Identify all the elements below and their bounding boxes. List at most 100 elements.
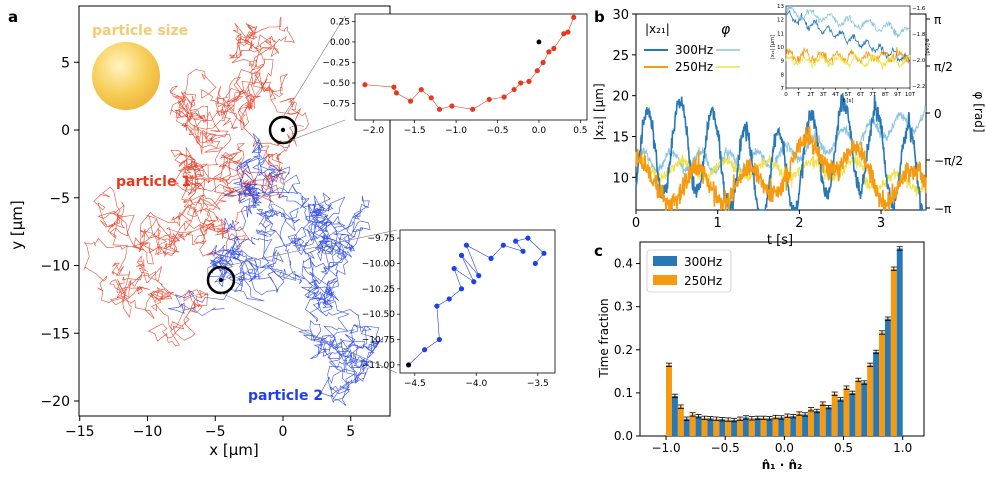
- bar-250hz: [867, 364, 874, 436]
- inset-xtick-label: 0.0: [532, 126, 547, 136]
- particle1-center-dot: [280, 127, 286, 133]
- bar-300hz: [719, 419, 726, 436]
- inset-ytick-label: −9.75: [367, 234, 395, 244]
- inset-trajectory-point: [391, 84, 397, 90]
- panel-c-xtick-label: −1.0: [651, 441, 680, 455]
- panel-b-inset-ytick-label: 12: [777, 18, 784, 24]
- panel-b-rtick-label: −π/2: [934, 154, 963, 168]
- panel-a-xtick-label: 5: [346, 424, 355, 440]
- trajectories: [83, 16, 384, 406]
- bar-300hz: [742, 417, 749, 436]
- panel-b-inset-ytick-label: 8: [781, 72, 785, 78]
- panel-b-ytick-label: 25: [612, 49, 629, 64]
- panel-b-inset-rtick-label: −1.8: [912, 32, 926, 38]
- panel-b-inset-xlabel: t [s]: [842, 98, 853, 104]
- panel-c-legend: 300Hz 250Hz: [646, 249, 732, 293]
- inset-trajectory-point: [526, 78, 532, 84]
- panel-b-inset-ylabel-left: |x₂₁| [μm]: [770, 35, 776, 59]
- panel-a-xtick-label: −5: [205, 424, 226, 440]
- panel-b-rtick-label: 0: [934, 107, 942, 121]
- inset-trajectory-point: [458, 252, 465, 258]
- inset-trajectory-point: [407, 98, 414, 104]
- panel-a-ytick-label: −5: [49, 191, 70, 207]
- panel-b-xtick-label: 0: [632, 216, 640, 231]
- bar-250hz: [831, 393, 838, 436]
- zoom-line-2b: [220, 292, 398, 374]
- bar-250hz: [666, 364, 672, 436]
- panel-b-inset-rtick-label: −1.6: [912, 6, 926, 12]
- inset-xtick-label: −0.5: [487, 126, 509, 136]
- panel-b-inset-ytick-label: 10: [777, 45, 784, 51]
- bar-300hz: [825, 407, 832, 436]
- inset-trajectory-point: [446, 296, 452, 302]
- panel-b-inset-xtick-label: 4T: [832, 92, 839, 98]
- inset-trajectory-point: [513, 238, 519, 244]
- legend-250-swatch: [653, 275, 677, 285]
- bar-250hz: [772, 417, 779, 436]
- panel-b-legend: |x₂₁| φ 300Hz 250Hz: [644, 22, 740, 74]
- inset-trajectory-point: [525, 235, 531, 241]
- particle2-label: particle 2: [248, 388, 323, 404]
- bar-300hz: [671, 395, 678, 436]
- inset-ytick-label: −0.75: [322, 100, 350, 110]
- panel-c-ytick-label: 0.1: [614, 386, 633, 400]
- bar-300hz: [896, 248, 903, 436]
- bar-250hz: [808, 409, 814, 436]
- x21-300hz-line: [635, 93, 926, 212]
- panel-b-ylabel-left: |x₂₁| [μm]: [592, 83, 606, 140]
- bar-250hz: [725, 419, 732, 436]
- panel-b-inset-xtick-label: 9T: [894, 92, 901, 98]
- panel-c-ticks: −1.0 −0.5 0.0 0.5 1.0 0.0 0.1 0.2 0.3 0.4: [614, 257, 912, 455]
- panel-a-ytick-label: 0: [61, 123, 70, 139]
- panel-c-ytick-label: 0.3: [614, 300, 633, 314]
- zoom-line-1a: [282, 15, 346, 118]
- inset-ytick-label: 0.00: [330, 38, 350, 48]
- panel-a-xtick-label: −15: [65, 424, 95, 440]
- legend-col2-header: φ: [721, 22, 731, 38]
- particle-size-disc: [92, 42, 160, 110]
- inset-trajectory-point: [511, 86, 517, 93]
- bar-250hz: [713, 418, 720, 436]
- panel-a-ylabel: y [μm]: [8, 200, 26, 250]
- panel-b-rtick-label: π/2: [934, 60, 953, 74]
- inset-xtick-label: −4.0: [465, 379, 487, 389]
- inset-trajectory-point: [488, 255, 494, 261]
- panel-c-xtick-label: 1.0: [893, 441, 912, 455]
- inset-trajectory-point: [422, 347, 428, 353]
- inset-ytick-label: −10.50: [362, 310, 396, 320]
- inset-x21-250hz: [785, 46, 911, 65]
- panel-a-frame: [78, 5, 391, 417]
- inset-ytick-label: −0.25: [322, 58, 350, 68]
- panel-b-inset-xtick-label: 6T: [857, 92, 864, 98]
- panel-c-ylabel: Time fraction: [597, 298, 611, 378]
- panel-c-xtick-label: 0.0: [775, 441, 794, 455]
- panel-b-inset-rtick-label: −2.0: [912, 58, 926, 64]
- bar-250hz: [796, 413, 803, 436]
- inset-ytick-label: 0.25: [330, 17, 350, 27]
- bar-250hz: [677, 406, 684, 436]
- inset-marker-point: [406, 362, 412, 368]
- panel-b-xtick-label: 3: [877, 216, 885, 231]
- inset-ytick-label: −11.00: [362, 361, 396, 371]
- inset-ytick-label: −10.00: [362, 259, 396, 269]
- bar-300hz: [766, 418, 773, 436]
- inset-trajectory-point: [362, 82, 368, 88]
- panel-b-inset-xtick-label: 10T: [905, 92, 916, 98]
- inset-xtick-label: −1.0: [445, 126, 467, 136]
- inset-trajectory-point: [449, 103, 455, 109]
- bar-300hz: [813, 410, 820, 436]
- panel-b-xtick-label: 1: [714, 216, 722, 231]
- bar-250hz: [760, 417, 767, 436]
- bar-300hz: [837, 399, 844, 436]
- inset-trajectory-point: [534, 68, 540, 74]
- zoom-line-1b: [282, 119, 346, 144]
- bar-250hz: [890, 268, 897, 436]
- inset-trajectory-point: [501, 94, 507, 100]
- panel-b-ytick-label: 20: [612, 90, 629, 105]
- panel-b-inset-xtick-label: T: [796, 92, 801, 98]
- inset1-frame: [354, 13, 588, 121]
- bar-250hz: [748, 418, 755, 436]
- panel-b-ytick-label: 10: [612, 171, 629, 186]
- bar-300hz: [802, 414, 809, 436]
